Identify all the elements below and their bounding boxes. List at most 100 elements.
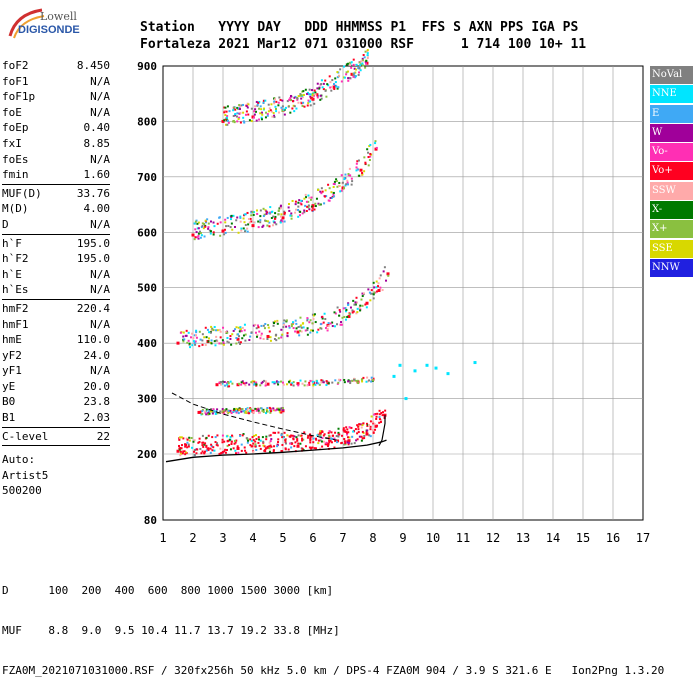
echo-dot xyxy=(277,380,280,383)
param-label: D xyxy=(2,217,9,231)
echo-dot xyxy=(296,98,299,101)
echo-dot xyxy=(240,443,243,446)
echo-dot xyxy=(234,449,237,452)
echo-dot xyxy=(206,328,209,331)
echo-dot xyxy=(205,413,208,416)
echo-dot xyxy=(277,407,280,410)
echo-dot xyxy=(330,191,333,194)
echo-dot xyxy=(179,436,182,439)
echo-dot xyxy=(280,336,283,339)
echo-dot xyxy=(269,434,272,437)
echo-dot xyxy=(193,450,196,453)
echo-dot xyxy=(273,322,276,325)
echo-dot xyxy=(234,328,237,331)
echo-dot xyxy=(357,428,360,431)
echo-dot xyxy=(313,208,316,211)
echo-dot xyxy=(213,449,216,452)
param-value: N/A xyxy=(90,283,110,297)
echo-dot xyxy=(303,209,306,212)
echo-dot xyxy=(348,61,351,64)
echo-dot xyxy=(240,383,243,386)
echo-dot xyxy=(243,121,246,124)
legend-entry: W xyxy=(650,123,693,142)
echo-dot xyxy=(182,335,185,338)
echo-dot xyxy=(269,109,272,112)
echo-dot xyxy=(364,60,367,63)
echo-dot xyxy=(230,440,233,443)
echo-dot xyxy=(300,326,303,329)
echo-dot xyxy=(182,450,185,453)
echo-dot xyxy=(351,435,354,438)
echo-dot xyxy=(357,73,360,76)
echo-dot xyxy=(257,408,260,411)
echo-dot xyxy=(199,338,202,341)
echo-dot xyxy=(180,447,183,450)
param-row: hmF2 220.4 xyxy=(2,301,110,317)
echo-dot xyxy=(352,75,355,78)
echo-dot xyxy=(318,87,321,90)
echo-dot xyxy=(223,110,226,113)
echo-dot xyxy=(221,434,224,437)
echo-dot xyxy=(222,326,225,329)
echo-dot xyxy=(363,170,366,173)
echo-dot xyxy=(331,195,334,198)
echo-dot xyxy=(367,288,370,291)
echo-dot xyxy=(282,108,285,111)
echo-dot xyxy=(209,230,212,233)
echo-dot xyxy=(223,450,226,453)
x-tick-label: 3 xyxy=(219,531,226,545)
echo-dot xyxy=(320,379,323,382)
echo-dot xyxy=(237,107,240,110)
echo-dot xyxy=(371,292,374,295)
echo-dot xyxy=(246,230,249,233)
echo-dot xyxy=(246,227,249,230)
echo-dot xyxy=(304,193,307,196)
echo-dot xyxy=(351,180,354,183)
echo-dot xyxy=(274,320,277,323)
trace-point xyxy=(326,442,330,446)
echo-dot xyxy=(349,77,352,80)
echo-dot xyxy=(374,413,377,416)
echo-dot xyxy=(298,334,301,337)
echo-dot xyxy=(242,120,245,123)
echo-dot xyxy=(236,410,239,413)
echo-dot xyxy=(227,412,230,415)
echo-dot xyxy=(334,312,337,315)
echo-dot xyxy=(244,224,247,227)
echo-dot xyxy=(194,340,197,343)
echo-dot xyxy=(309,439,312,442)
echo-dot xyxy=(354,301,357,304)
echo-dot xyxy=(260,111,263,114)
echo-dot xyxy=(378,413,381,416)
echo-dot xyxy=(240,330,243,333)
echo-dot xyxy=(325,384,328,387)
param-row: hmF1 N/A xyxy=(2,317,110,333)
echo-dot xyxy=(242,433,245,436)
echo-dot xyxy=(300,434,303,437)
echo-dot xyxy=(242,382,245,385)
echo-dot xyxy=(277,438,280,441)
echo-dot xyxy=(266,410,269,413)
echo-dot xyxy=(287,203,290,206)
echo-dot xyxy=(336,71,339,74)
trace-point xyxy=(434,366,438,370)
echo-dot xyxy=(304,380,307,383)
echo-dot xyxy=(352,379,355,382)
echo-dot xyxy=(360,435,363,438)
echo-dot xyxy=(214,344,217,347)
echo-dot xyxy=(292,384,295,387)
echo-dot xyxy=(215,335,218,338)
echo-dot xyxy=(352,73,355,76)
echo-dot xyxy=(361,380,364,383)
echo-dot xyxy=(187,443,190,446)
echo-dot xyxy=(350,183,353,186)
echo-dot xyxy=(222,342,225,345)
echo-dot xyxy=(300,94,303,97)
echo-dot xyxy=(294,203,297,206)
echo-dot xyxy=(269,440,272,443)
echo-dot xyxy=(229,337,232,340)
echo-dot xyxy=(338,433,341,436)
trace-point xyxy=(296,330,300,334)
param-label: hmF2 xyxy=(2,301,29,315)
echo-dot xyxy=(260,407,263,410)
